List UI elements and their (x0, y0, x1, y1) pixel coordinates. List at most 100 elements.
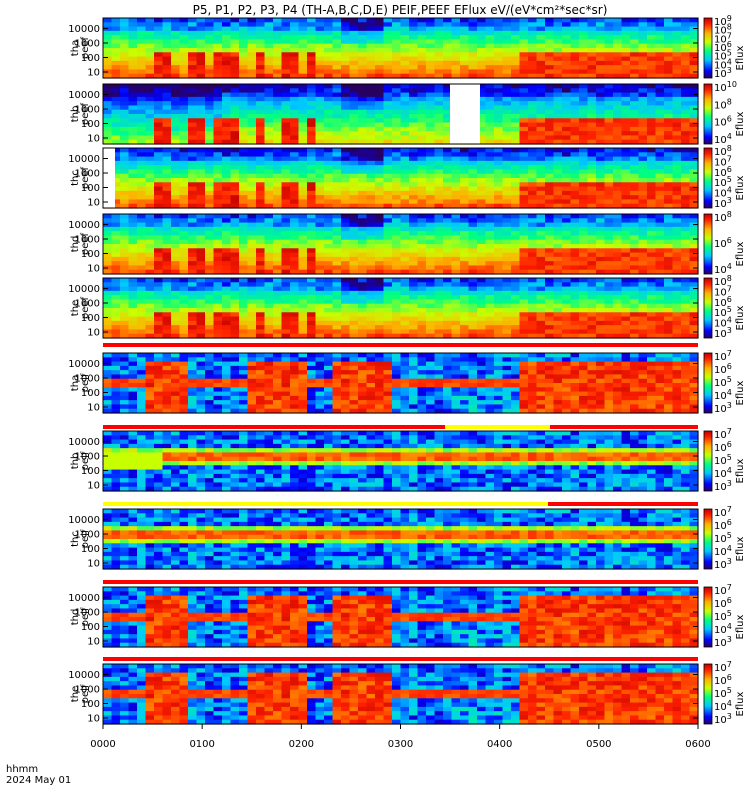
y-tick-label: 10 (87, 403, 100, 414)
probe-label: tha (70, 375, 81, 391)
x-axis-date: 2024 May 01 (6, 775, 71, 786)
colorbar-tick-label: 104 (714, 699, 732, 713)
colorbar-label: Eflux (735, 380, 746, 405)
product-label: peif (80, 684, 91, 703)
probe-label: thb (70, 453, 81, 470)
flag-bar (103, 343, 698, 347)
y-tick-label: 100 (81, 249, 100, 260)
y-tick-label: 10 (87, 328, 100, 339)
y-tick-label: 1000 (75, 374, 100, 385)
panel-frame (102, 277, 699, 339)
colorbar-label: Eflux (735, 241, 746, 266)
x-axis-label: hhmm (6, 764, 38, 775)
y-tick-label: 10000 (68, 220, 100, 231)
probe-label: thb (70, 106, 81, 123)
colorbar-label: Eflux (735, 175, 746, 200)
x-tick-label: 0000 (90, 739, 115, 750)
y-tick-label: 10000 (68, 90, 100, 101)
y-tick-label: 10000 (68, 154, 100, 165)
flag-bar-segment (103, 502, 548, 506)
colorbar (703, 17, 713, 79)
y-tick-label: 100 (81, 313, 100, 324)
y-tick-label: 10 (87, 559, 100, 570)
panel-frame (102, 17, 699, 79)
panel-frame (102, 213, 699, 275)
y-tick-label: 10 (87, 134, 100, 145)
colorbar (703, 83, 713, 145)
colorbar-label: Eflux (735, 536, 746, 561)
y-tick-label: 10000 (68, 437, 100, 448)
y-tick-label: 10000 (68, 670, 100, 681)
colorbar (703, 147, 713, 209)
probe-label: tha (70, 40, 81, 56)
probe-label: thd (70, 609, 81, 626)
y-tick-label: 10 (87, 637, 100, 648)
colorbar-tick-label: 104 (714, 466, 732, 480)
probe-label: thd (70, 236, 81, 253)
colorbar-tick-label: 105 (714, 453, 732, 467)
colorbar-tick-label: 106 (714, 673, 732, 687)
y-tick-label: 1000 (75, 169, 100, 180)
colorbar-tick-label: 107 (714, 583, 732, 597)
y-tick-label: 1000 (75, 608, 100, 619)
y-tick-label: 10 (87, 198, 100, 209)
y-tick-label: 1000 (75, 530, 100, 541)
y-tick-label: 1000 (75, 452, 100, 463)
y-tick-label: 1000 (75, 39, 100, 50)
colorbar-tick-label: 103 (714, 712, 732, 726)
colorbar-tick-label: 107 (714, 505, 732, 519)
colorbar-tick-label: 106 (714, 115, 732, 129)
probe-label: the (70, 300, 81, 316)
product-label: peif (80, 451, 91, 470)
x-tick-label: 0200 (289, 739, 314, 750)
colorbar-label: Eflux (735, 45, 746, 70)
y-tick-label: 100 (81, 183, 100, 194)
colorbar-tick-label: 106 (714, 596, 732, 610)
panel-frame (102, 83, 699, 145)
x-axis: 0000 0100 0200 0300 0400 0500 0600 (90, 724, 711, 750)
colorbar-label: Eflux (735, 111, 746, 136)
product-label: peef (80, 296, 91, 319)
x-tick-label: 0100 (189, 739, 214, 750)
colorbar (703, 277, 713, 339)
y-tick-label: 10000 (68, 284, 100, 295)
y-tick-label: 10 (87, 481, 100, 492)
colorbar-label: Eflux (735, 458, 746, 483)
panel-frame (102, 508, 699, 570)
y-tick-label: 100 (81, 388, 100, 399)
y-tick-label: 10000 (68, 359, 100, 370)
y-tick-label: 100 (81, 53, 100, 64)
colorbar-tick-label: 103 (714, 479, 732, 493)
panel-frame (102, 147, 699, 209)
colorbar-tick-label: 106 (714, 518, 732, 532)
colorbar (703, 586, 713, 648)
y-tick-label: 1000 (75, 685, 100, 696)
x-tick-label: 0500 (586, 739, 611, 750)
colorbar-tick-label: 105 (714, 531, 732, 545)
colorbar-tick-label: 104 (714, 622, 732, 636)
colorbar-tick-label: 103 (714, 401, 732, 415)
colorbar-tick-label: 107 (714, 660, 732, 674)
product-label: peif (80, 607, 91, 626)
probe-label: thc (70, 170, 81, 186)
product-label: peef (80, 102, 91, 125)
y-tick-label: 10 (87, 714, 100, 725)
colorbar-tick-label: 106 (714, 440, 732, 454)
y-tick-label: 10 (87, 264, 100, 275)
probe-label: thc (70, 531, 81, 547)
colorbar (703, 352, 713, 414)
colorbar-tick-label: 108 (714, 210, 732, 224)
flag-bar (103, 580, 698, 584)
panel-frame (102, 430, 699, 492)
product-label: peef (80, 232, 91, 255)
y-tick-label: 10000 (68, 24, 100, 35)
